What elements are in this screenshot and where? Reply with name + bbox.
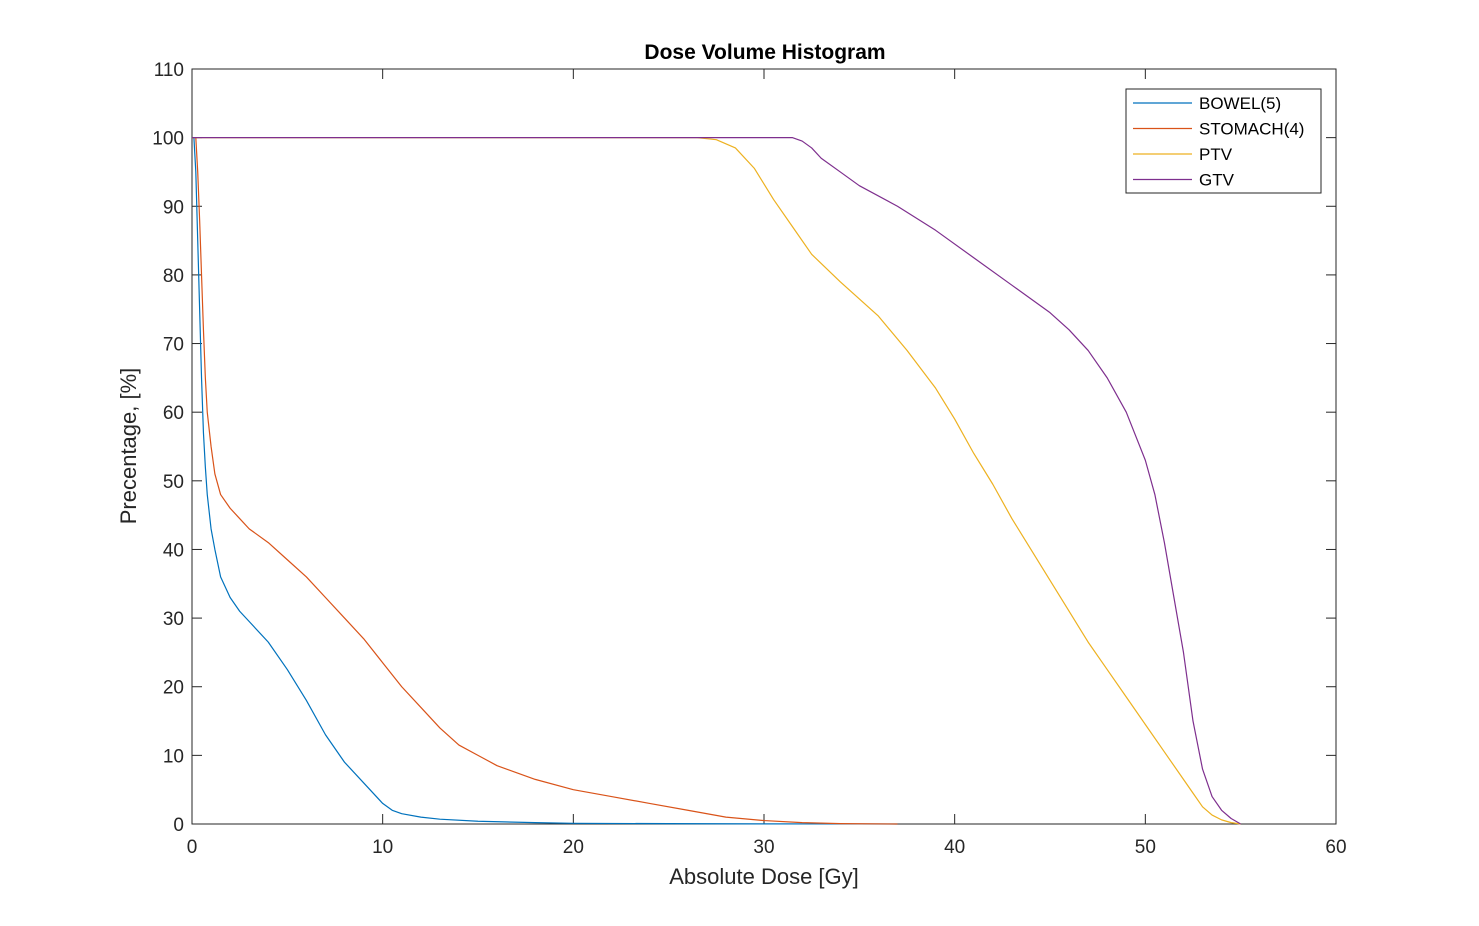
y-tick-labels: 0 10 20 30 40 50 60 70 80 90 100 110 xyxy=(152,60,184,836)
legend-items: BOWEL(5) STOMACH(4) PTV GTV xyxy=(1133,94,1304,190)
chart-title: Dose Volume Histogram xyxy=(644,41,885,64)
x-tick-label: 40 xyxy=(944,837,965,858)
series-lines xyxy=(192,137,1241,825)
legend: BOWEL(5) STOMACH(4) PTV GTV xyxy=(1125,88,1322,194)
y-tick-label: 60 xyxy=(163,403,184,424)
x-axis-label: Absolute Dose [Gy] xyxy=(669,864,859,889)
y-tick-label: 0 xyxy=(173,815,184,836)
x-tick-label: 10 xyxy=(372,837,393,858)
legend-box xyxy=(1125,88,1322,194)
y-tick-label: 50 xyxy=(163,472,184,493)
x-tick-labels: 0 10 20 30 40 50 60 xyxy=(187,837,1347,858)
y-tick-label: 80 xyxy=(163,266,184,287)
axis-ticks xyxy=(191,68,1337,825)
legend-label: STOMACH(4) xyxy=(1199,120,1304,139)
x-tick-label: 30 xyxy=(753,837,774,858)
series-line-gtv xyxy=(192,137,1241,825)
legend-label: GTV xyxy=(1199,171,1235,190)
legend-label: BOWEL(5) xyxy=(1199,94,1281,113)
x-tick-label: 50 xyxy=(1135,837,1156,858)
x-tick-label: 20 xyxy=(563,837,584,858)
y-tick-label: 20 xyxy=(163,678,184,699)
plot-area xyxy=(191,68,1337,825)
y-tick-label: 70 xyxy=(163,335,184,356)
x-tick-label: 0 xyxy=(187,837,198,858)
y-tick-label: 10 xyxy=(163,746,184,767)
y-tick-label: 40 xyxy=(163,540,184,561)
series-line-bowel-5 xyxy=(192,137,898,825)
y-tick-label: 90 xyxy=(163,197,184,218)
y-tick-label: 100 xyxy=(152,129,184,150)
y-tick-label: 30 xyxy=(163,609,184,630)
legend-label: PTV xyxy=(1199,145,1233,164)
y-axis-label: Precentage, [%] xyxy=(116,368,141,525)
series-line-ptv xyxy=(192,137,1241,825)
y-tick-label: 110 xyxy=(154,60,184,81)
x-tick-label: 60 xyxy=(1325,837,1346,858)
series-line-stomach-4 xyxy=(192,137,898,825)
